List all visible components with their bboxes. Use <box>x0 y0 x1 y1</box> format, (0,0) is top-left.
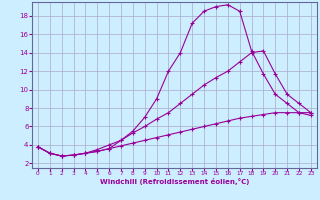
X-axis label: Windchill (Refroidissement éolien,°C): Windchill (Refroidissement éolien,°C) <box>100 178 249 185</box>
